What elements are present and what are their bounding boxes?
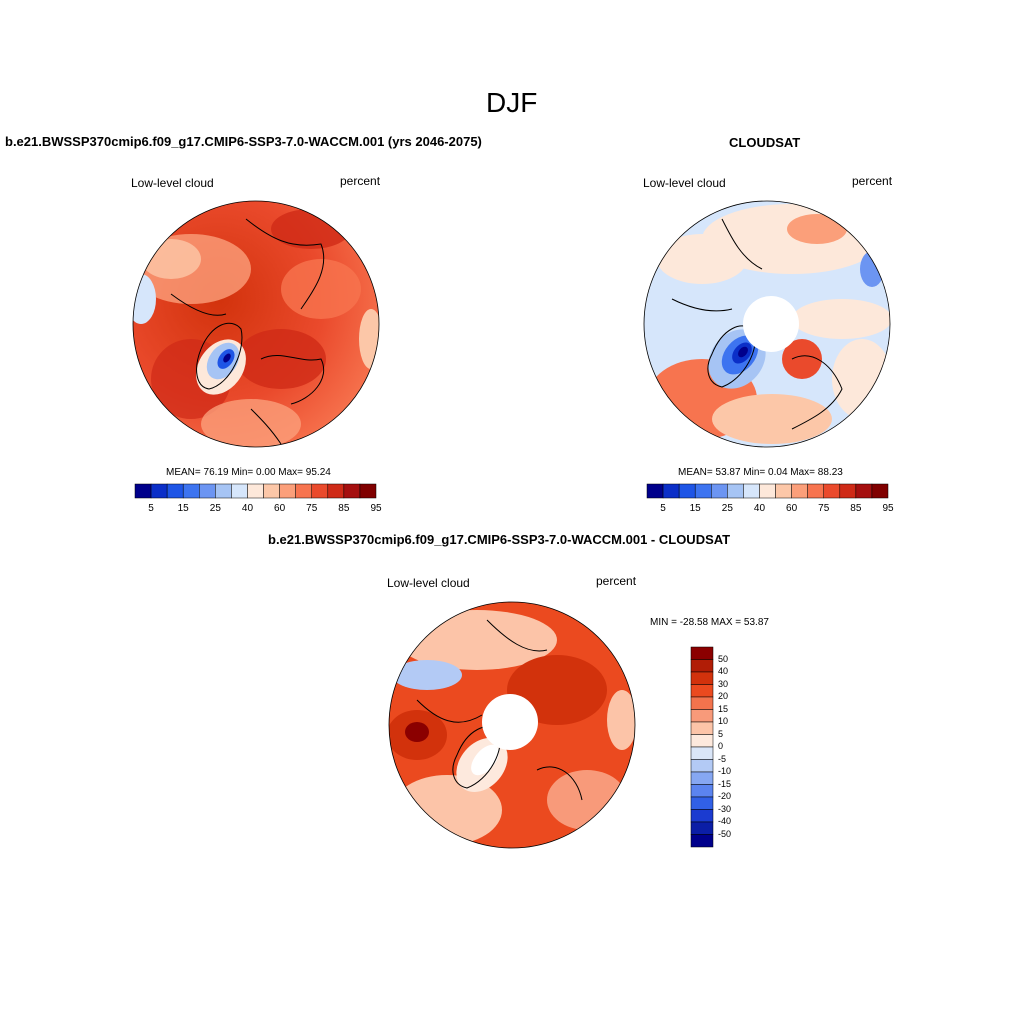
panel-obs-colorbar-swatch [662,483,680,499]
panel-diff-colorbar-swatch [690,834,714,848]
panel-obs-colorbar-tick-label: 25 [721,503,733,514]
panel-obs-colorbar-swatch [855,483,873,499]
panel-obs-variable-label: Low-level cloud [643,176,726,190]
panel-diff-colorbar-swatch [690,796,714,810]
panel-diff-colorbar-swatch [690,721,714,735]
panel-diff-colorbar-swatch [690,734,714,748]
panel-model-colorbar-tick-label: 75 [306,503,318,514]
panel-obs-colorbar-swatch [711,483,728,499]
panel-model-colorbar-swatch [199,483,216,499]
panel-diff-colorbar-swatch [690,821,714,835]
panel-diff-colorbar-tick-label: 0 [718,741,724,751]
panel-model-stats: MEAN= 76.19 Min= 0.00 Max= 95.24 [166,467,331,478]
panel-diff-colorbar-swatch [690,671,714,685]
panel-diff-colorbar-swatch [690,684,714,698]
panel-model-colorbar-swatch [182,483,200,499]
panel-obs-colorbar-tick-label: 15 [689,503,701,514]
panel-model-polar-map [132,200,380,448]
panel-diff-colorbar-tick-label: -40 [718,816,732,826]
panel-model-colorbar-swatch [134,483,152,499]
panel-diff-units-label: percent [596,574,637,588]
panel-obs-colorbar-ticks: 5 15 25 40 60 75 85 95 [647,503,893,515]
panel-diff-colorbar-tick-label: 50 [718,653,729,664]
panel-diff-colorbar [690,646,714,848]
panel-model-colorbar-swatch [343,483,361,499]
panel-diff-colorbar-tick-label: 10 [718,716,729,726]
panel-diff-colorbar-tick-label: 5 [718,728,724,739]
panel-obs-colorbar-tick-label: 5 [660,503,666,514]
panel-obs-colorbar-swatch [839,483,857,499]
panel-diff-polar-map [388,601,636,849]
panel-diff-colorbar-swatch [690,659,714,673]
panel-diff-colorbar-tick-label: -5 [718,753,727,764]
panel-diff-colorbar-tick-label: -10 [718,766,732,776]
panel-model-colorbar-tick-label: 5 [148,503,154,514]
panel-model-colorbar-swatch [166,483,184,499]
panel-model-colorbar-tick-label: 85 [338,503,350,514]
panel-diff-colorbar-tick-label: 30 [718,678,729,689]
panel-obs-colorbar-swatch [694,483,712,499]
panel-obs-colorbar-tick-label: 40 [753,503,766,514]
panel-obs-units-label: percent [852,174,893,188]
panel-obs-colorbar-tick-label: 75 [818,503,830,514]
panel-diff-colorbar-tick-label: -50 [718,828,732,839]
panel-diff-stats: MIN = -28.58 MAX = 53.87 [650,617,769,628]
panel-model-units-label: percent [340,174,381,188]
panel-diff-colorbar-tick-label: -20 [718,791,732,801]
panel-model-colorbar-tick-label: 95 [370,503,382,514]
panel-obs-colorbar [646,483,889,499]
panel-diff-colorbar-tick-label: 15 [718,703,729,714]
panel-obs-colorbar-tick-label: 60 [786,503,798,514]
panel-diff-colorbar-ticks: 50 40 30 20 15 10 5 0 -5 -10 -15 -20 -30 -40 -50 [718,647,758,847]
panel-model-colorbar-swatch [247,483,264,499]
panel-model-colorbar-swatch [327,483,345,499]
panel-model-colorbar-tick-label: 25 [209,503,221,514]
panel-model-colorbar-tick-label: 40 [241,503,254,514]
panel-diff-colorbar-tick-label: -30 [718,803,732,814]
panel-diff-variable-label: Low-level cloud [387,576,470,590]
panel-diff-colorbar-swatch [690,771,714,785]
panel-model-colorbar-swatch [215,483,232,499]
panel-obs-stats: MEAN= 53.87 Min= 0.04 Max= 88.23 [678,467,843,478]
panel-diff-colorbar-swatch [690,696,714,710]
panel-model-colorbar-tick-label: 15 [177,503,189,514]
panel-obs-colorbar-swatch [823,483,841,499]
panel-model-colorbar-ticks: 5 15 25 40 60 75 85 95 [135,503,381,515]
panel-model-colorbar-swatch [279,483,296,499]
panel-diff-colorbar-swatch [690,759,714,773]
page-title: DJF [486,87,538,118]
panel-model-colorbar [134,483,377,499]
panel-diff-colorbar-swatch [690,646,714,660]
panel-model-colorbar-swatch [359,483,377,499]
panel-diff-colorbar-tick-label: -15 [718,778,732,789]
panel-obs-colorbar-swatch [791,483,808,499]
panel-diff-colorbar-swatch [690,746,714,760]
panel-obs-colorbar-swatch [775,483,792,499]
panel-obs-colorbar-swatch [807,483,824,499]
panel-obs-colorbar-swatch [646,483,664,499]
panel-obs-colorbar-tick-label: 85 [850,503,862,514]
panel-diff-colorbar-swatch [690,784,714,798]
panel-obs-colorbar-swatch [727,483,744,499]
panel-model-colorbar-swatch [231,483,248,499]
panel-model-title: b.e21.BWSSP370cmip6.f09_g17.CMIP6-SSP3-7… [5,134,482,149]
panel-obs-colorbar-swatch [871,483,889,499]
panel-obs-colorbar-swatch [743,483,760,499]
panel-model-colorbar-swatch [150,483,168,499]
panel-diff-colorbar-swatch [690,709,714,723]
panel-model-colorbar-swatch [295,483,312,499]
panel-obs-colorbar-swatch [759,483,776,499]
panel-diff-colorbar-tick-label: 40 [718,666,729,676]
panel-model-colorbar-tick-label: 60 [274,503,286,514]
panel-diff-colorbar-tick-label: 20 [718,691,729,701]
panel-diff-colorbar-swatch [690,809,714,823]
panel-obs-colorbar-swatch [678,483,696,499]
panel-obs-title: CLOUDSAT [729,135,801,150]
panel-model-variable-label: Low-level cloud [131,176,214,190]
panel-diff-title: b.e21.BWSSP370cmip6.f09_g17.CMIP6-SSP3-7… [268,532,731,547]
panel-obs-colorbar-tick-label: 95 [882,503,894,514]
panel-obs-polar-map [643,200,891,448]
panel-model-colorbar-swatch [263,483,280,499]
panel-model-colorbar-swatch [311,483,329,499]
